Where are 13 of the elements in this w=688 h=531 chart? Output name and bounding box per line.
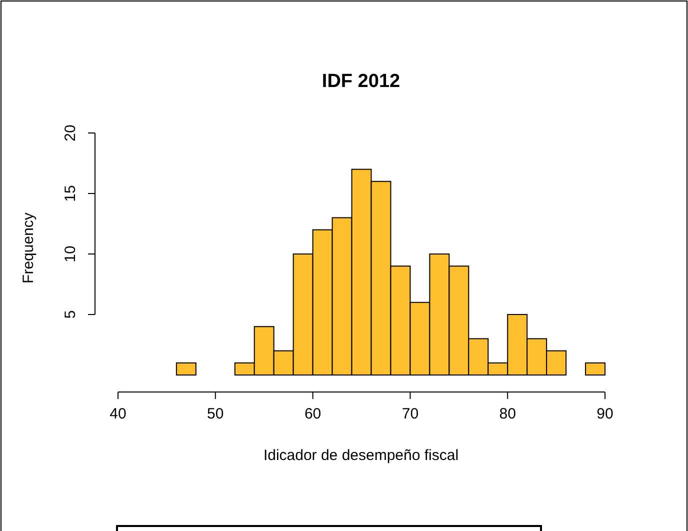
x-tick-label: 90 — [596, 406, 614, 422]
y-axis-title: Frequency — [20, 212, 37, 284]
chart-title: IDF 2012 — [322, 71, 400, 92]
y-tick-label: 20 — [62, 124, 79, 142]
x-tick-label: 70 — [402, 406, 419, 422]
y-tick-label: 10 — [62, 246, 79, 262]
x-tick-label: 40 — [110, 406, 126, 422]
x-tick-label: 60 — [304, 406, 322, 422]
x-tick-label: 50 — [207, 406, 224, 422]
x-tick-label: 80 — [499, 406, 516, 422]
y-tick-label: 15 — [62, 185, 79, 202]
x-axis-title: Idicador de desempeño fiscal — [263, 447, 459, 464]
y-tick-label: 5 — [62, 310, 79, 319]
